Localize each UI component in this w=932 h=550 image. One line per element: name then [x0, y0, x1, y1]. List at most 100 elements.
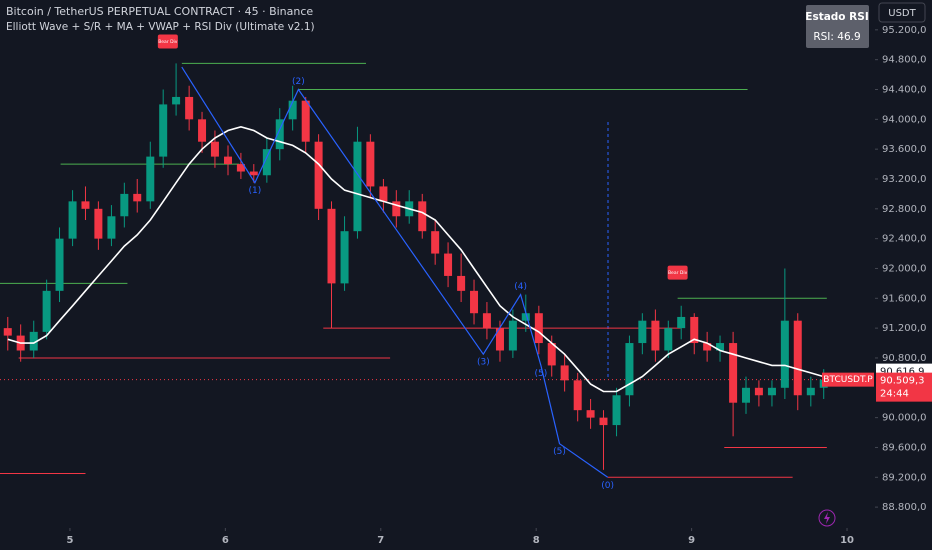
candle-body	[612, 395, 621, 426]
y-tick-label: 92.800,0	[882, 204, 927, 215]
candle-body	[742, 387, 751, 403]
symbol-tag	[822, 372, 874, 387]
wave-label: (3)	[477, 358, 490, 368]
rsi-title: Estado RSI	[805, 11, 868, 23]
divergence-marker	[667, 265, 688, 280]
x-tick-label: 9	[688, 535, 695, 546]
candle-body	[677, 316, 686, 329]
candle-body	[444, 253, 453, 276]
candle-body	[806, 387, 815, 396]
marker-price-label: 90.616,9	[880, 367, 925, 378]
candle-body	[249, 171, 258, 176]
y-tick-label: 89.200,0	[882, 472, 927, 483]
candle-body	[716, 343, 725, 351]
candle-body	[508, 320, 517, 351]
y-tick-label: 92.000,0	[882, 263, 927, 274]
candle-body	[729, 343, 738, 403]
candle-body	[68, 201, 77, 239]
candle-body	[314, 141, 323, 209]
alert-bolt	[824, 512, 830, 524]
plot: 95.200,0 94.800,0 94.400,0 94.000,0 93.600,0…	[0, 25, 932, 546]
wave-label: (2)	[292, 77, 305, 87]
y-tick-label: 89.600,0	[882, 442, 927, 453]
candle-body	[754, 387, 763, 396]
divergence-label: Bear Div	[158, 39, 178, 45]
candle-body	[793, 320, 802, 396]
divergence-label: Bear Div	[668, 270, 688, 276]
candle-body	[664, 328, 673, 351]
candle-body	[431, 231, 440, 254]
candle-body	[29, 331, 38, 351]
candle-body	[223, 156, 232, 165]
wave-label: (5)	[534, 369, 547, 379]
currency[interactable]: USDT	[888, 8, 916, 19]
y-tick-label: 91.200,0	[882, 323, 927, 334]
candle-body	[379, 186, 388, 202]
y-tick-label: 92.400,0	[882, 234, 927, 245]
rsi-value: RSI: 46.9	[813, 31, 860, 43]
candle-body	[275, 119, 284, 150]
candle-body	[651, 320, 660, 351]
candle-body	[495, 328, 504, 351]
candle-body	[767, 387, 776, 396]
moving-average	[7, 125, 824, 393]
candle-body	[198, 119, 207, 142]
x-tick-label: 8	[533, 535, 540, 546]
y-tick-label: 93.200,0	[882, 174, 927, 185]
candle-body	[81, 201, 90, 209]
candle-body	[236, 164, 245, 172]
candle-body	[547, 343, 556, 366]
candle-body	[573, 380, 582, 411]
x-tick-label: 10	[840, 535, 854, 546]
candle-body	[703, 343, 712, 351]
elliott-wave	[181, 66, 609, 478]
candle-body	[418, 201, 427, 232]
candle-body	[42, 290, 51, 332]
alert-icon[interactable]	[818, 509, 836, 527]
y-tick-label: 90.000,0	[882, 413, 927, 424]
last-price-label: 90.509,3	[880, 376, 925, 387]
candle-body	[599, 417, 608, 426]
candle-body	[3, 328, 12, 336]
candle-body	[586, 410, 595, 418]
candle-body	[457, 275, 466, 291]
candle-body	[288, 100, 297, 120]
candle-body	[470, 290, 479, 314]
candle-body	[210, 141, 219, 157]
wave-label: (0)	[601, 481, 614, 491]
candle-body	[392, 201, 401, 217]
y-tick-label: 94.400,0	[882, 84, 927, 95]
candle-body	[625, 343, 634, 396]
candle-body	[327, 208, 336, 284]
candle-body	[780, 320, 789, 388]
y-tick-label: 94.800,0	[882, 55, 927, 66]
candle-body	[521, 313, 530, 321]
candle-body	[159, 104, 168, 157]
wave-label: (1)	[249, 186, 262, 196]
candle-body	[690, 316, 699, 344]
x-tick-label: 7	[377, 535, 384, 546]
currency-button[interactable]	[878, 2, 926, 23]
candle-body	[172, 96, 181, 105]
y-tick-label: 93.600,0	[882, 144, 927, 155]
x-tick-label: 6	[222, 535, 229, 546]
candle-body	[560, 365, 569, 381]
symbol-label: BTCUSDT.P	[823, 375, 873, 385]
rsi-box	[806, 5, 869, 48]
candle-body	[55, 238, 64, 291]
last-price-tag	[876, 372, 932, 402]
y-tick-label: 88.800,0	[882, 502, 927, 513]
x-tick-label: 5	[66, 535, 73, 546]
countdown: 24:44	[880, 389, 909, 400]
candle-body	[262, 149, 271, 176]
candle-body	[340, 231, 349, 284]
candle-body	[146, 156, 155, 202]
candle-body	[366, 141, 375, 187]
candle-body	[107, 216, 116, 239]
candle-body	[301, 100, 310, 142]
y-tick-label: 95.200,0	[882, 25, 927, 36]
wave-label: (4)	[514, 282, 527, 292]
